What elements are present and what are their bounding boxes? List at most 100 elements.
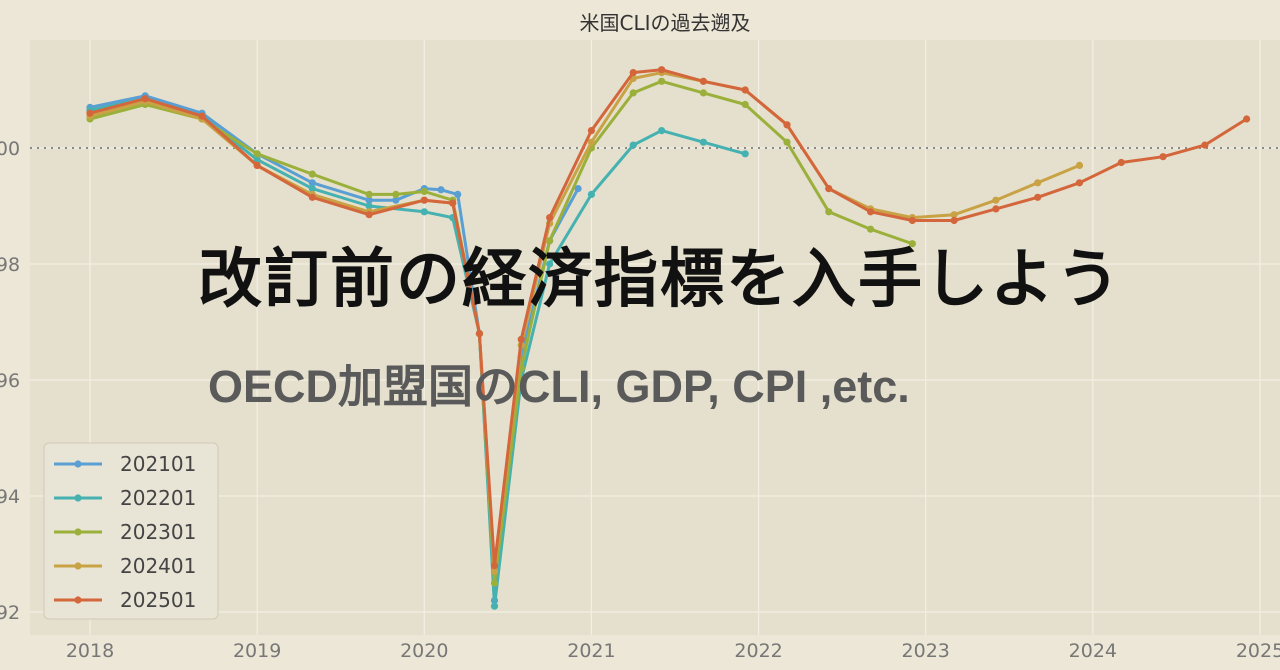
data-point xyxy=(365,211,373,219)
grid-lines xyxy=(30,40,1280,635)
data-point xyxy=(365,202,373,210)
series-202501 xyxy=(86,66,1251,570)
y-axis-ticks: 92 94 96 98 00 xyxy=(0,138,20,624)
data-point xyxy=(392,196,400,204)
data-point xyxy=(908,240,916,248)
legend: 202101 202201 202301 202401 202501 xyxy=(43,442,219,620)
data-point xyxy=(141,95,149,103)
legend-label: 202501 xyxy=(120,588,196,612)
data-point xyxy=(629,69,637,77)
data-point xyxy=(392,190,400,198)
series-line xyxy=(89,79,913,585)
legend-label: 202301 xyxy=(120,520,196,544)
data-point xyxy=(1243,115,1251,123)
x-tick-label: 2023 xyxy=(902,640,950,662)
data-point xyxy=(490,602,499,610)
data-point xyxy=(699,77,708,85)
data-point xyxy=(866,225,875,233)
x-axis-ticks: 2018 2019 2020 2021 2022 2023 2024 2025 xyxy=(66,640,1280,662)
legend-item-202501: 202501 xyxy=(54,588,196,612)
data-point xyxy=(992,205,1000,213)
data-point xyxy=(1034,193,1042,201)
overlay-subtitle: OECD加盟国のCLI, GDP, CPI ,etc. xyxy=(208,361,910,412)
data-point xyxy=(699,138,708,146)
data-point xyxy=(308,185,316,193)
legend-label: 202201 xyxy=(120,486,196,510)
data-point xyxy=(253,150,261,158)
data-point xyxy=(741,100,749,109)
data-point xyxy=(1034,179,1042,187)
data-point xyxy=(574,185,582,193)
data-point xyxy=(546,260,554,268)
data-point xyxy=(950,216,958,225)
legend-box xyxy=(43,442,219,620)
data-point xyxy=(658,77,666,85)
data-point xyxy=(1075,161,1084,169)
data-point xyxy=(1075,179,1084,187)
y-tick-label: 96 xyxy=(0,370,20,392)
legend-marker xyxy=(74,596,82,604)
data-point xyxy=(86,109,94,117)
data-point xyxy=(420,208,428,216)
data-point xyxy=(629,141,637,149)
data-point xyxy=(253,156,261,164)
data-point xyxy=(658,66,666,74)
data-point xyxy=(490,567,499,576)
data-point xyxy=(475,330,484,338)
data-point xyxy=(1117,158,1125,167)
legend-label: 202101 xyxy=(120,452,196,476)
data-point xyxy=(866,208,875,216)
data-point xyxy=(587,127,596,135)
legend-item-202401: 202401 xyxy=(54,554,196,578)
data-point xyxy=(546,237,554,245)
data-point xyxy=(1201,141,1209,149)
data-point xyxy=(253,161,261,169)
data-point xyxy=(825,208,833,216)
data-point xyxy=(950,211,958,219)
data-point xyxy=(741,86,749,94)
x-tick-label: 2022 xyxy=(734,640,782,662)
x-tick-label: 2020 xyxy=(400,640,448,662)
y-tick-label: 98 xyxy=(0,254,20,276)
legend-item-202201: 202201 xyxy=(54,486,196,510)
data-point xyxy=(490,579,499,587)
y-tick-label: 92 xyxy=(0,602,20,624)
series-layer xyxy=(86,66,1251,610)
legend-marker xyxy=(74,460,82,468)
data-point xyxy=(546,214,554,222)
data-point xyxy=(783,121,791,129)
data-point xyxy=(454,190,462,198)
data-point xyxy=(658,127,666,135)
data-point xyxy=(437,186,445,194)
data-point xyxy=(365,196,373,204)
legend-marker xyxy=(74,528,82,536)
x-tick-label: 2018 xyxy=(66,640,114,662)
data-point xyxy=(517,335,525,343)
data-point xyxy=(741,150,749,158)
x-tick-label: 2019 xyxy=(233,640,281,662)
x-tick-label: 2025 xyxy=(1236,640,1280,662)
data-point xyxy=(587,190,596,198)
y-tick-label: 00 xyxy=(0,138,20,160)
data-point xyxy=(308,170,316,178)
data-point xyxy=(783,138,791,146)
data-point xyxy=(198,112,206,120)
data-point xyxy=(1159,153,1167,161)
legend-marker xyxy=(74,562,82,570)
y-tick-label: 94 xyxy=(0,486,20,508)
data-point xyxy=(908,216,916,225)
x-tick-label: 2024 xyxy=(1069,640,1117,662)
legend-label: 202401 xyxy=(120,554,196,578)
legend-marker xyxy=(74,494,82,502)
data-point xyxy=(587,138,596,146)
legend-item-202101: 202101 xyxy=(54,452,196,476)
x-tick-label: 2021 xyxy=(567,640,615,662)
data-point xyxy=(825,185,833,193)
data-point xyxy=(420,196,428,204)
data-point xyxy=(308,179,316,187)
overlay-headline: 改訂前の経済指標を入手しよう xyxy=(198,243,1122,317)
data-point xyxy=(699,89,708,97)
chart-title: 米国CLIの過去遡及 xyxy=(579,11,750,35)
data-point xyxy=(629,89,637,97)
